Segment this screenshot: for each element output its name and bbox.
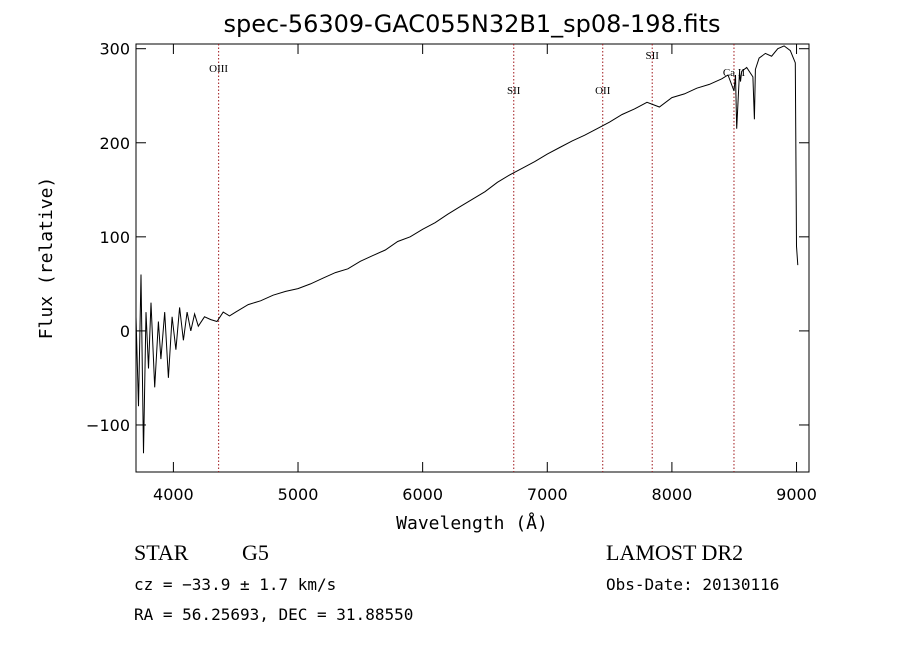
- y-tick-label: 0: [120, 322, 130, 341]
- marker-label: OIII: [209, 63, 228, 75]
- chart-title: spec-56309-GAC055N32B1_sp08-198.fits: [223, 10, 720, 38]
- x-tick-label: 8000: [652, 485, 693, 504]
- marker-label: OII: [595, 85, 611, 97]
- plot-frame: [135, 43, 810, 473]
- x-tick-label: 5000: [278, 485, 319, 504]
- marker-label: Ca II: [723, 67, 746, 79]
- survey-name: LAMOST DR2: [606, 540, 743, 565]
- x-axis: 4000 5000 6000 7000 8000 9000: [153, 44, 817, 504]
- y-axis-label: Flux (relative): [36, 177, 57, 340]
- redshift-cz: cz = −33.9 ± 1.7 km/s: [134, 575, 336, 594]
- ra-dec: RA = 56.25693, DEC = 31.88550: [134, 605, 413, 624]
- x-tick-label: 4000: [153, 485, 194, 504]
- x-tick-label: 7000: [527, 485, 568, 504]
- line-markers: OIII SII OII SII Ca II: [209, 44, 745, 472]
- spectrum-line: [135, 45, 799, 454]
- series-group: [135, 45, 799, 454]
- x-axis-label: Wavelength (Å): [396, 512, 548, 534]
- marker-label: SII: [645, 50, 659, 62]
- y-tick-label: 200: [99, 134, 130, 153]
- y-tick-label: 100: [99, 228, 130, 247]
- x-tick-label: 6000: [402, 485, 443, 504]
- y-tick-label: 300: [99, 40, 130, 59]
- object-subclass: G5: [242, 540, 269, 565]
- x-tick-label: 9000: [776, 485, 817, 504]
- object-class: STAR: [134, 540, 189, 565]
- marker-label: SII: [507, 85, 521, 97]
- y-axis: −100 0 100 200 300: [86, 40, 809, 435]
- observation-date: Obs-Date: 20130116: [606, 575, 779, 594]
- y-tick-label: −100: [86, 416, 130, 435]
